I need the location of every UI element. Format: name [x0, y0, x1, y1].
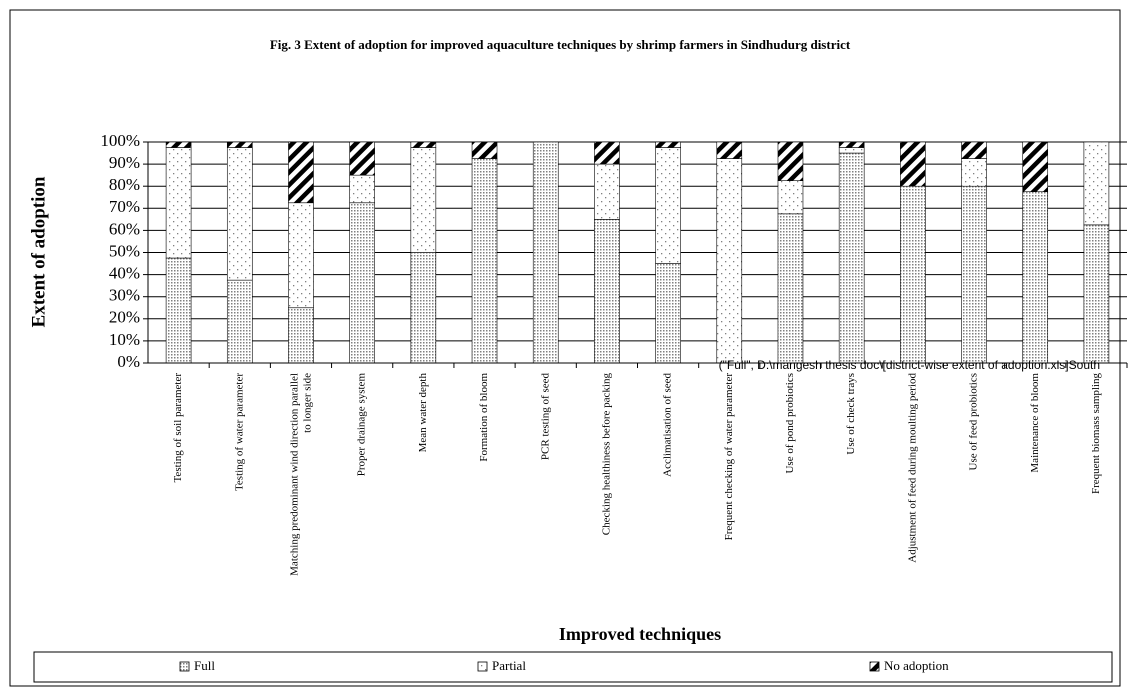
bar-segment — [777, 141, 804, 181]
bar-segment — [349, 174, 375, 204]
bar-segment — [288, 307, 314, 364]
bar-segment — [777, 213, 804, 364]
bar-segment — [838, 147, 865, 154]
bar-segment — [349, 202, 375, 364]
bar-segment — [288, 141, 314, 204]
x-tick-label: Formation of bloom — [478, 373, 490, 462]
y-tick-label: 20% — [109, 308, 140, 327]
y-tick-label: 90% — [109, 153, 140, 172]
y-axis-title: Extent of adoption — [28, 176, 49, 327]
y-tick-label: 70% — [109, 197, 140, 216]
x-tick-label: Adjustment of feed during moulting perio… — [906, 373, 918, 563]
x-tick-label: PCR testing of seed — [539, 373, 551, 461]
legend-swatch — [869, 661, 880, 672]
x-tick-label: Mean water depth — [417, 373, 429, 453]
x-tick-label: Proper drainage system — [356, 373, 368, 477]
bar-segment — [961, 158, 987, 187]
x-tick-label: Use of check trays — [845, 373, 857, 455]
bar-segment — [838, 152, 865, 364]
y-tick-label: 10% — [109, 330, 140, 349]
x-tick-label: Frequent checking of water parameter — [723, 373, 735, 541]
bar-segment — [410, 252, 437, 364]
bar-segment — [961, 141, 987, 159]
bar-segment — [655, 263, 681, 364]
y-tick-label: 30% — [109, 286, 140, 305]
x-tick-label: Use of pond probiotics — [784, 373, 796, 474]
bar-segment — [165, 147, 192, 259]
y-tick-label: 50% — [109, 241, 140, 260]
bar-segment — [165, 141, 192, 148]
legend-label: No adoption — [884, 658, 949, 673]
bar-segment — [594, 141, 620, 165]
bar-segment — [410, 147, 437, 253]
bar-segment — [594, 163, 620, 220]
frame — [9, 9, 1121, 687]
bar-segment — [288, 202, 314, 309]
bar-segment — [838, 141, 865, 148]
bar-segment — [655, 141, 681, 148]
bar-segment — [777, 180, 804, 215]
bar-segment — [226, 279, 253, 364]
bar-segment — [226, 141, 253, 148]
bar-segment — [594, 219, 620, 364]
x-tick-label: Maintenance of bloom — [1029, 373, 1041, 473]
chart-title: Fig. 3 Extent of adoption for improved a… — [270, 37, 851, 52]
legend-swatch — [179, 661, 190, 672]
bar-segment — [961, 185, 987, 364]
bar-segment — [655, 147, 681, 264]
x-tick-label: Acclimatisation of seed — [662, 373, 674, 477]
bar-segment — [471, 141, 498, 159]
y-tick-label: 40% — [109, 264, 140, 283]
annotation: ("Full", D:\mangesh thesis doc\[district… — [719, 358, 1100, 372]
bar-segment — [349, 141, 375, 176]
x-axis-title: Improved techniques — [559, 624, 721, 644]
y-tick-label: 100% — [100, 131, 140, 150]
legend-swatch — [477, 661, 488, 672]
legend-label: Partial — [492, 658, 526, 673]
x-tick-label: Testing of water parameter — [233, 373, 245, 491]
bar-segment — [716, 141, 743, 159]
x-tick-label: Frequent biomass sampling — [1090, 373, 1102, 494]
bar-segment — [900, 141, 926, 187]
bar-segment — [532, 141, 559, 364]
bar-segment — [1022, 141, 1049, 193]
y-tick-label: 0% — [117, 352, 140, 371]
legend-box — [33, 651, 1113, 683]
bar-segment — [716, 158, 743, 364]
y-tick-label: 60% — [109, 219, 140, 238]
bar-segment — [410, 141, 437, 148]
legend-label: Full — [194, 658, 215, 673]
bar-segment — [1022, 191, 1049, 364]
x-tick-label: Matching predominant wind direction para… — [288, 373, 313, 576]
bar-segment — [226, 147, 253, 281]
x-tick-label: Testing of soil parameter — [172, 373, 184, 483]
bar-segment — [165, 257, 192, 364]
bar-segment — [1083, 224, 1110, 364]
x-tick-label: Checking healthiness before packing — [600, 373, 612, 536]
x-tick-label: Use of feed probiotics — [968, 373, 980, 470]
bar-segment — [900, 185, 926, 364]
y-tick-label: 80% — [109, 175, 140, 194]
bar-segment — [1083, 141, 1110, 226]
bar-segment — [471, 158, 498, 364]
